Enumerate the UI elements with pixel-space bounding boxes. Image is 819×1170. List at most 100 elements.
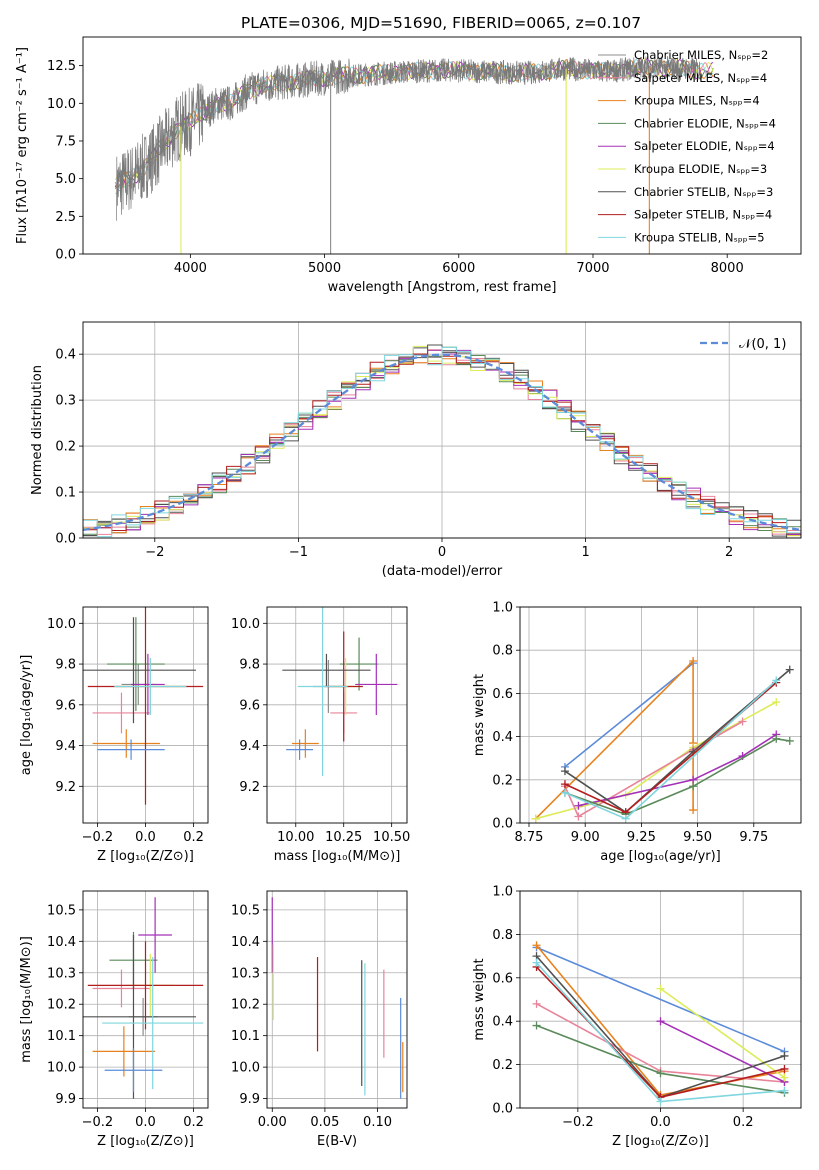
series-marker xyxy=(772,734,781,743)
series-marker xyxy=(689,806,698,815)
y-tick-label: 0.2 xyxy=(492,1058,513,1073)
y-tick-label: 10.4 xyxy=(231,935,260,950)
x-tick-label: 0 xyxy=(438,545,446,560)
y-tick-label: 9.4 xyxy=(239,739,260,754)
series-marker xyxy=(656,1097,665,1106)
axes-frame xyxy=(266,606,408,824)
legend-entry: Chabrier STELIB, Nₛₚₚ=3 xyxy=(634,185,773,199)
axes-frame xyxy=(82,321,802,539)
legend-entry: Kroupa ELODIE, Nₛₚₚ=3 xyxy=(634,162,767,176)
series-marker xyxy=(574,801,583,810)
grid-mass_weight_vs_age xyxy=(520,606,801,824)
panel-age_vs_Z: −0.2 0.0 0.2 9.2 9.4 9.6 9.8 10.0 Z [log₁₀(Z/Z⊙)… xyxy=(19,606,209,864)
y-tick-label: 10.4 xyxy=(47,935,76,950)
x-tick-label: 10.25 xyxy=(325,830,362,845)
x-tick-label: 0.10 xyxy=(363,1115,392,1130)
y-tick-label: 9.4 xyxy=(55,739,76,754)
series-marker xyxy=(560,780,569,789)
y-tick-label: 10.5 xyxy=(231,903,260,918)
x-axis-label: mass [log₁₀(M/M⊙)] xyxy=(274,849,401,864)
series-marker xyxy=(531,814,540,823)
grid-age_vs_mass xyxy=(267,607,407,823)
y-tick-label: 0.0 xyxy=(55,248,76,263)
x-tick-label: 5000 xyxy=(308,261,341,276)
mass-weight-series xyxy=(564,720,743,818)
x-tick-label: 0.0 xyxy=(135,1115,156,1130)
series-marker xyxy=(780,1064,789,1073)
series-marker xyxy=(560,767,569,776)
y-tick-label: 9.8 xyxy=(239,658,260,673)
x-tick-label: 0.2 xyxy=(183,1115,204,1130)
x-tick-label: −2 xyxy=(145,545,164,560)
y-tick-label: 10.3 xyxy=(231,966,260,981)
y-axis-label: age [log₁₀(age/yr)] xyxy=(19,655,34,776)
y-tick-label: 0.0 xyxy=(55,532,76,547)
axes-frame xyxy=(82,36,802,255)
x-axis-label: Z [log₁₀(Z/Z⊙)] xyxy=(97,849,194,864)
series-marker xyxy=(532,958,541,967)
series-marker xyxy=(532,1021,541,1030)
histogram-step xyxy=(83,346,801,538)
axes-frame xyxy=(82,890,209,1109)
series-marker xyxy=(532,941,541,950)
y-tick-label: 10.0 xyxy=(47,617,76,632)
x-axis-label: age [log₁₀(age/yr)] xyxy=(600,849,721,864)
y-tick-label: 10.0 xyxy=(231,617,260,632)
x-axis-label: E(B-V) xyxy=(317,1134,357,1149)
x-tick-label: −0.2 xyxy=(562,1115,594,1130)
x-axis-label: Z [log₁₀(Z/Z⊙)] xyxy=(612,1134,709,1149)
x-tick-label: 9.25 xyxy=(627,830,656,845)
observed-spectrum-line xyxy=(116,56,701,221)
x-tick-label: 10.50 xyxy=(373,830,410,845)
x-axis-label: Z [log₁₀(Z/Z⊙)] xyxy=(97,1134,194,1149)
y-tick-label: 9.8 xyxy=(55,658,76,673)
x-tick-label: 10.00 xyxy=(277,830,314,845)
y-axis-label: Normed distribution xyxy=(30,365,45,495)
mass-weight-series xyxy=(564,662,694,768)
x-tick-label: 8.75 xyxy=(515,830,544,845)
panel-mass_weight_vs_age: 8.75 9.00 9.25 9.50 9.75 0.0 0.2 0.4 0.6 0.8 1.0 ag… xyxy=(472,601,802,864)
series-marker xyxy=(785,736,794,745)
x-tick-label: 0.2 xyxy=(183,830,204,845)
y-tick-label: 12.5 xyxy=(47,59,76,74)
y-tick-label: 10.0 xyxy=(47,97,76,112)
y-tick-label: 10.1 xyxy=(47,1029,76,1044)
legend-entry: Salpeter MILES, Nₛₚₚ=4 xyxy=(634,71,767,85)
plot-area-mass_weight_vs_age xyxy=(531,657,794,823)
y-tick-label: 7.5 xyxy=(55,134,76,149)
y-tick-label: 0.0 xyxy=(492,1102,513,1117)
panel-age_vs_mass: 10.00 10.25 10.50 9.2 9.4 9.6 9.8 10.0 mass [log… xyxy=(231,606,410,864)
y-tick-label: 0.4 xyxy=(55,348,76,363)
panel-mass_vs_EBV: 0.00 0.05 0.10 9.9 10.0 10.1 10.2 10.3 10.4 10.5 E… xyxy=(231,890,408,1149)
y-tick-label: 10.0 xyxy=(231,1061,260,1076)
series-marker xyxy=(656,1069,665,1078)
x-tick-label: 2 xyxy=(725,545,733,560)
y-tick-label: 9.9 xyxy=(55,1092,76,1107)
series-marker xyxy=(689,782,698,791)
x-tick-label: −0.2 xyxy=(82,1115,114,1130)
x-tick-label: 0.0 xyxy=(135,830,156,845)
mass-weight-series xyxy=(660,1020,785,1083)
x-tick-label: 0.00 xyxy=(258,1115,287,1130)
axes-frame xyxy=(266,890,408,1109)
mass-weight-series xyxy=(536,946,785,1053)
y-tick-label: 0.3 xyxy=(55,394,76,409)
x-tick-label: 4000 xyxy=(174,261,207,276)
y-axis-label: mass [log₁₀(M/M⊙)] xyxy=(19,936,34,1063)
y-axis-label: mass weight xyxy=(472,674,487,756)
y-tick-label: 10.5 xyxy=(47,903,76,918)
series-marker xyxy=(574,812,583,821)
y-tick-label: 2.5 xyxy=(55,210,76,225)
legend-entry: Salpeter STELIB, Nₛₚₚ=4 xyxy=(634,208,772,222)
series-marker xyxy=(532,999,541,1008)
plot-area-mass_vs_EBV xyxy=(271,897,404,1099)
legend-entry: 𝒩(0, 1) xyxy=(739,337,786,352)
y-tick-label: 9.2 xyxy=(55,780,76,795)
y-tick-label: 10.3 xyxy=(47,966,76,981)
legend-entry: Chabrier MILES, Nₛₚₚ=2 xyxy=(634,48,768,62)
plot-area-age_vs_Z xyxy=(83,607,204,805)
x-tick-label: 8000 xyxy=(711,261,744,276)
mass-weight-series xyxy=(535,701,777,820)
plot-area-spectrum xyxy=(114,56,714,254)
